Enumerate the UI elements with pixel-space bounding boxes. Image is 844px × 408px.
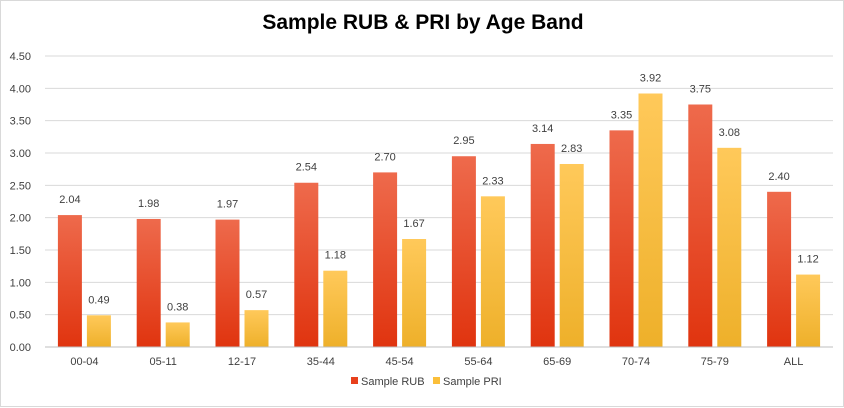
y-tick-label: 4.50 (10, 51, 31, 63)
y-tick-label: 3.50 (10, 116, 31, 128)
bar-sample-pri (796, 274, 821, 347)
bar-sample-rub (57, 215, 82, 347)
bar-sample-rub (767, 191, 792, 347)
data-label-sample-rub: 2.70 (374, 151, 395, 163)
x-tick-label: ALL (784, 356, 804, 368)
bar-sample-pri (480, 196, 505, 347)
data-label-sample-rub: 2.04 (59, 194, 80, 206)
y-tick-label: 1.50 (10, 245, 31, 257)
legend: Sample RUB Sample PRI (351, 376, 502, 388)
bar-sample-pri (86, 315, 111, 347)
bar-sample-rub (609, 130, 634, 347)
x-tick-label: 65-69 (543, 356, 571, 368)
legend-label: Sample RUB (361, 376, 425, 388)
y-tick-label: 2.50 (10, 180, 31, 192)
data-label-sample-pri: 3.08 (719, 127, 740, 139)
data-label-sample-rub: 2.95 (453, 135, 474, 147)
x-tick-label: 55-64 (464, 356, 492, 368)
bars (57, 93, 821, 347)
gridlines (45, 55, 833, 316)
data-label-sample-pri: 1.18 (325, 250, 346, 262)
data-label-sample-rub: 3.14 (532, 123, 553, 135)
data-label-sample-pri: 0.38 (167, 301, 188, 313)
data-label-sample-pri: 0.49 (88, 294, 109, 306)
bar-sample-rub (215, 219, 240, 347)
data-label-sample-rub: 1.97 (217, 199, 238, 211)
x-tick-label: 75-79 (701, 356, 729, 368)
y-tick-label: 0.00 (10, 342, 31, 354)
bar-sample-pri (165, 322, 190, 347)
data-label-sample-rub: 3.35 (611, 109, 632, 121)
bar-sample-pri (638, 93, 663, 347)
bar-sample-rub (530, 143, 555, 347)
y-tick-label: 4.00 (10, 83, 31, 95)
bar-sample-rub (373, 172, 398, 347)
y-tick-label: 0.50 (10, 310, 31, 322)
x-tick-label: 70-74 (622, 356, 650, 368)
data-label-sample-pri: 1.12 (797, 254, 818, 266)
x-tick-label: 35-44 (307, 356, 335, 368)
bar-sample-pri (323, 270, 348, 347)
y-tick-label: 3.00 (10, 148, 31, 160)
bar-sample-pri (402, 239, 427, 347)
bar-sample-pri (244, 310, 269, 347)
data-label-sample-pri: 1.67 (403, 218, 424, 230)
legend-swatch (433, 377, 440, 384)
bar-sample-rub (136, 218, 161, 347)
data-label-sample-pri: 0.57 (246, 289, 267, 301)
data-label-sample-rub: 1.98 (138, 198, 159, 210)
data-label-sample-rub: 3.75 (690, 84, 711, 96)
x-tick-label: 45-54 (386, 356, 414, 368)
x-tick-label: 00-04 (70, 356, 98, 368)
bar-sample-pri (717, 147, 742, 347)
bar-sample-rub (451, 156, 476, 347)
axes: 0.00 0.50 1.00 1.50 2.00 2.50 3.00 3.50 4.00 4.50… (10, 51, 833, 368)
legend-swatch (351, 377, 358, 384)
data-label-sample-pri: 3.92 (640, 73, 661, 85)
data-label-sample-pri: 2.83 (561, 143, 582, 155)
legend-label: Sample PRI (443, 376, 502, 388)
chart-title: Sample RUB & PRI by Age Band (262, 11, 584, 34)
data-labels: 2.04 0.49 1.98 0.38 1.97 0.57 2.54 1.18 2.70 1.67… (59, 73, 819, 314)
data-label-sample-pri: 2.33 (482, 175, 503, 187)
x-tick-label: 05-11 (150, 356, 177, 368)
data-label-sample-rub: 2.54 (296, 162, 317, 174)
bar-sample-pri (559, 163, 584, 347)
x-tick-label: 12-17 (228, 356, 256, 368)
data-label-sample-rub: 2.40 (768, 171, 789, 183)
bar-sample-rub (294, 182, 319, 347)
y-tick-label: 1.00 (10, 277, 31, 289)
y-tick-label: 2.00 (10, 213, 31, 225)
bar-sample-rub (688, 104, 713, 347)
